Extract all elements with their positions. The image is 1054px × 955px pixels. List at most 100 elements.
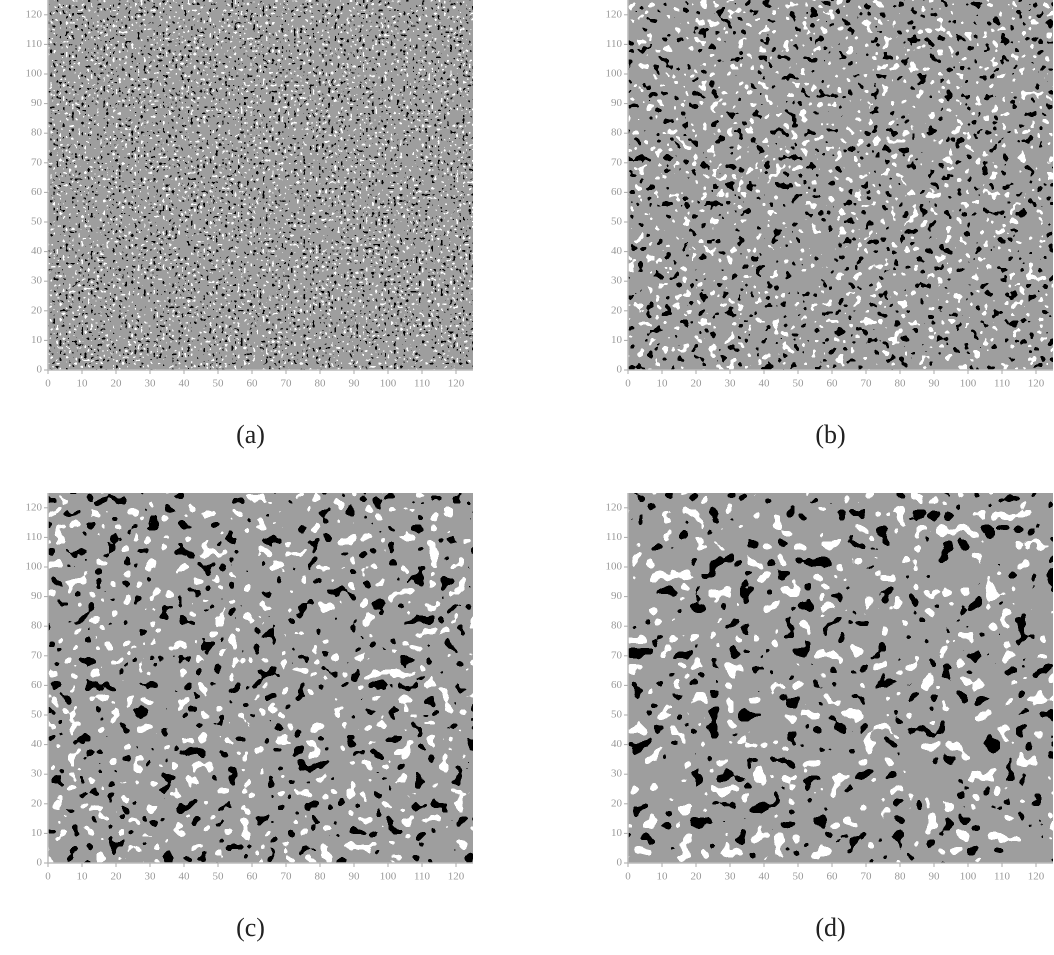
x-tick-label: 40 — [179, 378, 191, 390]
x-tick-label: 40 — [759, 378, 771, 390]
y-tick-label: 60 — [611, 679, 623, 691]
caption: (b) — [815, 420, 845, 449]
y-tick-label: 120 — [606, 8, 623, 20]
y-tick-label: 30 — [31, 768, 43, 780]
x-tick-label: 100 — [380, 378, 397, 390]
y-tick-label: 80 — [611, 127, 623, 139]
x-tick-label: 40 — [179, 871, 191, 883]
y-tick-label: 50 — [611, 216, 623, 228]
y-tick-label: 60 — [31, 186, 43, 198]
y-tick-label: 40 — [611, 245, 623, 257]
y-tick-label: 0 — [37, 364, 43, 376]
x-tick-label: 100 — [960, 871, 977, 883]
y-tick-label: 80 — [611, 620, 623, 632]
x-tick-label: 80 — [315, 871, 327, 883]
y-tick-label: 0 — [37, 857, 43, 869]
y-tick-label: 40 — [31, 738, 43, 750]
y-tick-label: 110 — [606, 531, 623, 543]
y-tick-label: 90 — [31, 97, 43, 109]
lattice-image — [628, 0, 1053, 370]
y-tick-label: 10 — [611, 827, 623, 839]
y-tick-label: 20 — [611, 304, 623, 316]
y-tick-label: 50 — [31, 709, 43, 721]
y-tick-label: 110 — [26, 531, 43, 543]
caption: (d) — [815, 913, 845, 942]
x-tick-label: 90 — [349, 871, 361, 883]
y-tick-label: 90 — [31, 590, 43, 602]
x-tick-label: 60 — [247, 378, 259, 390]
x-tick-label: 0 — [625, 871, 631, 883]
x-tick-label: 80 — [895, 871, 907, 883]
x-tick-label: 80 — [315, 378, 327, 390]
x-tick-label: 60 — [827, 378, 839, 390]
y-tick-label: 10 — [31, 827, 43, 839]
x-tick-label: 10 — [77, 378, 89, 390]
y-tick-label: 40 — [31, 245, 43, 257]
x-tick-label: 0 — [45, 378, 51, 390]
y-tick-label: 30 — [611, 275, 623, 287]
x-tick-label: 70 — [281, 871, 293, 883]
y-tick-label: 10 — [31, 334, 43, 346]
x-tick-label: 70 — [861, 871, 873, 883]
x-tick-label: 110 — [994, 871, 1011, 883]
x-tick-label: 0 — [45, 871, 51, 883]
x-tick-label: 100 — [380, 871, 397, 883]
x-tick-label: 120 — [1028, 378, 1045, 390]
caption: (c) — [236, 913, 265, 942]
y-tick-label: 50 — [31, 216, 43, 228]
y-tick-label: 70 — [31, 156, 43, 168]
y-tick-label: 30 — [31, 275, 43, 287]
y-tick-label: 100 — [606, 68, 623, 80]
x-tick-label: 50 — [213, 378, 225, 390]
x-tick-label: 30 — [145, 378, 157, 390]
x-tick-label: 50 — [793, 871, 805, 883]
x-tick-label: 20 — [691, 378, 703, 390]
x-tick-label: 50 — [793, 378, 805, 390]
x-tick-label: 10 — [657, 871, 669, 883]
x-tick-label: 70 — [281, 378, 293, 390]
y-tick-label: 20 — [31, 304, 43, 316]
x-tick-label: 110 — [414, 871, 431, 883]
x-tick-label: 100 — [960, 378, 977, 390]
y-tick-label: 120 — [606, 501, 623, 513]
x-tick-label: 60 — [827, 871, 839, 883]
y-tick-label: 60 — [611, 186, 623, 198]
x-tick-label: 120 — [1028, 871, 1045, 883]
y-tick-label: 90 — [611, 97, 623, 109]
y-tick-label: 120 — [26, 8, 43, 20]
y-tick-label: 70 — [31, 649, 43, 661]
y-tick-label: 40 — [611, 738, 623, 750]
y-tick-label: 100 — [26, 561, 43, 573]
x-tick-label: 30 — [145, 871, 157, 883]
lattice-image — [48, 0, 473, 370]
x-tick-label: 30 — [725, 378, 737, 390]
x-tick-label: 70 — [861, 378, 873, 390]
x-tick-label: 40 — [759, 871, 771, 883]
x-tick-label: 120 — [448, 871, 465, 883]
y-tick-label: 60 — [31, 679, 43, 691]
x-tick-label: 120 — [448, 378, 465, 390]
x-tick-label: 20 — [691, 871, 703, 883]
x-tick-label: 10 — [77, 871, 89, 883]
y-tick-label: 20 — [31, 797, 43, 809]
y-tick-label: 80 — [31, 127, 43, 139]
y-tick-label: 110 — [606, 38, 623, 50]
x-tick-label: 90 — [929, 378, 941, 390]
x-tick-label: 110 — [414, 378, 431, 390]
x-tick-label: 80 — [895, 378, 907, 390]
y-tick-label: 120 — [26, 501, 43, 513]
y-tick-label: 100 — [26, 68, 43, 80]
x-tick-label: 20 — [111, 871, 123, 883]
x-tick-label: 20 — [111, 378, 123, 390]
caption: (a) — [236, 420, 265, 449]
x-tick-label: 90 — [349, 378, 361, 390]
y-tick-label: 30 — [611, 768, 623, 780]
x-tick-label: 10 — [657, 378, 669, 390]
x-tick-label: 90 — [929, 871, 941, 883]
y-tick-label: 20 — [611, 797, 623, 809]
y-tick-label: 70 — [611, 649, 623, 661]
y-tick-label: 90 — [611, 590, 623, 602]
x-tick-label: 30 — [725, 871, 737, 883]
y-tick-label: 70 — [611, 156, 623, 168]
